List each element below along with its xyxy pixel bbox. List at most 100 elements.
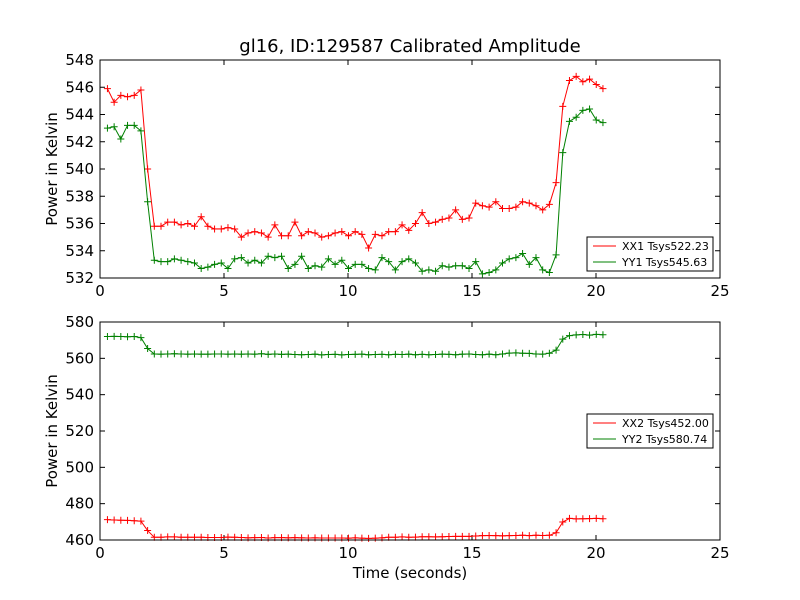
top-data-point — [586, 75, 594, 83]
top-y-axis-label: Power in Kelvin — [43, 112, 61, 226]
bottom-x-tick-label: 10 — [338, 544, 357, 562]
bottom-data-point — [311, 350, 319, 358]
bottom-data-point — [425, 351, 433, 359]
top-data-point — [144, 198, 152, 206]
bottom-data-point — [144, 527, 152, 535]
top-data-point — [311, 262, 319, 270]
top-data-point — [586, 105, 594, 113]
bottom-data-point — [324, 351, 332, 359]
bottom-data-point — [485, 531, 493, 539]
bottom-data-point — [110, 516, 118, 524]
top-data-point — [117, 135, 125, 143]
bottom-data-point — [164, 533, 172, 541]
bottom-data-point — [344, 534, 352, 542]
bottom-x-tick-label: 5 — [219, 544, 229, 562]
top-data-point — [438, 262, 446, 270]
top-plot-area — [103, 72, 607, 278]
top-data-point — [552, 179, 560, 187]
top-data-point — [137, 86, 145, 94]
bottom-data-point — [492, 351, 500, 359]
bottom-data-point — [103, 516, 111, 524]
top-legend: XX1 Tsys522.23 YY1 Tsys545.63 — [586, 236, 714, 272]
bottom-data-point — [405, 350, 413, 358]
top-data-point — [257, 259, 265, 267]
top-data-point — [291, 260, 299, 268]
bottom-data-point — [499, 532, 507, 540]
bottom-data-point — [485, 350, 493, 358]
bottom-data-point — [391, 350, 399, 358]
bottom-axes-frame — [99, 321, 721, 541]
bottom-data-point — [586, 515, 594, 523]
top-data-point — [157, 258, 165, 266]
bottom-y-tick-label: 540 — [65, 386, 94, 404]
top-data-point — [170, 255, 178, 263]
top-data-point — [519, 198, 527, 206]
bottom-data-point — [472, 351, 480, 359]
top-data-point — [177, 256, 185, 264]
bottom-data-point — [572, 515, 580, 523]
bottom-data-point — [539, 531, 547, 539]
top-data-point — [264, 252, 272, 260]
top-data-point — [344, 264, 352, 272]
top-data-point — [204, 222, 212, 230]
bottom-data-point — [472, 532, 480, 540]
bottom-y-tick-label: 460 — [65, 531, 94, 549]
bottom-data-point — [150, 350, 158, 358]
bottom-data-point — [224, 350, 232, 358]
bottom-data-point — [385, 351, 393, 359]
top-data-point — [351, 228, 359, 236]
bottom-data-point — [478, 351, 486, 359]
top-data-point — [150, 222, 158, 230]
bottom-x-axis-label: Time (seconds) — [352, 564, 468, 582]
top-data-point — [465, 214, 473, 222]
top-data-point — [144, 165, 152, 173]
top-data-point — [492, 266, 500, 274]
bottom-data-point — [130, 333, 138, 341]
top-data-point — [344, 232, 352, 240]
top-data-point — [559, 149, 567, 157]
bottom-legend: XX2 Tsys452.00 YY2 Tsys580.74 — [586, 413, 714, 449]
bottom-data-point — [592, 514, 600, 522]
top-data-point — [251, 228, 259, 236]
chart-title: gl16, ID:129587 Calibrated Amplitude — [239, 36, 580, 57]
top-data-point — [211, 225, 219, 233]
bottom-data-point — [291, 351, 299, 359]
top-data-point — [130, 91, 138, 99]
bottom-x-tick-label: 15 — [462, 544, 481, 562]
bottom-data-point — [552, 346, 560, 354]
bottom-legend-label-xx2: XX2 Tsys452.00 — [622, 417, 709, 430]
top-data-point — [257, 229, 265, 237]
top-data-point — [599, 119, 607, 127]
top-data-point — [465, 264, 473, 272]
bottom-y-tick-label: 520 — [65, 422, 94, 440]
top-data-point — [110, 123, 118, 131]
bottom-plot-area — [103, 330, 607, 542]
bottom-data-point — [478, 532, 486, 540]
top-data-point — [338, 256, 346, 264]
top-data-point — [452, 262, 460, 270]
top-data-point — [338, 228, 346, 236]
top-data-point — [211, 260, 219, 268]
bottom-data-point — [559, 335, 567, 343]
top-data-point — [525, 199, 533, 207]
bottom-data-point — [418, 350, 426, 358]
bottom-data-point — [438, 350, 446, 358]
bottom-data-point — [224, 533, 232, 541]
bottom-data-point — [418, 533, 426, 541]
top-data-point — [391, 228, 399, 236]
top-data-point — [391, 266, 399, 274]
top-data-point — [599, 85, 607, 93]
top-panel: gl16, ID:129587 Calibrated Amplitude Pow… — [43, 36, 730, 300]
top-data-point — [150, 256, 158, 264]
top-data-point — [103, 85, 111, 93]
bottom-data-point — [338, 351, 346, 359]
top-data-point — [110, 98, 118, 106]
top-data-point — [411, 220, 419, 227]
top-data-point — [405, 226, 413, 234]
top-y-tick-label: 532 — [65, 269, 94, 287]
bottom-data-point — [170, 533, 178, 541]
bottom-data-point — [545, 531, 553, 539]
bottom-data-point — [458, 350, 466, 358]
top-data-point — [304, 228, 312, 236]
